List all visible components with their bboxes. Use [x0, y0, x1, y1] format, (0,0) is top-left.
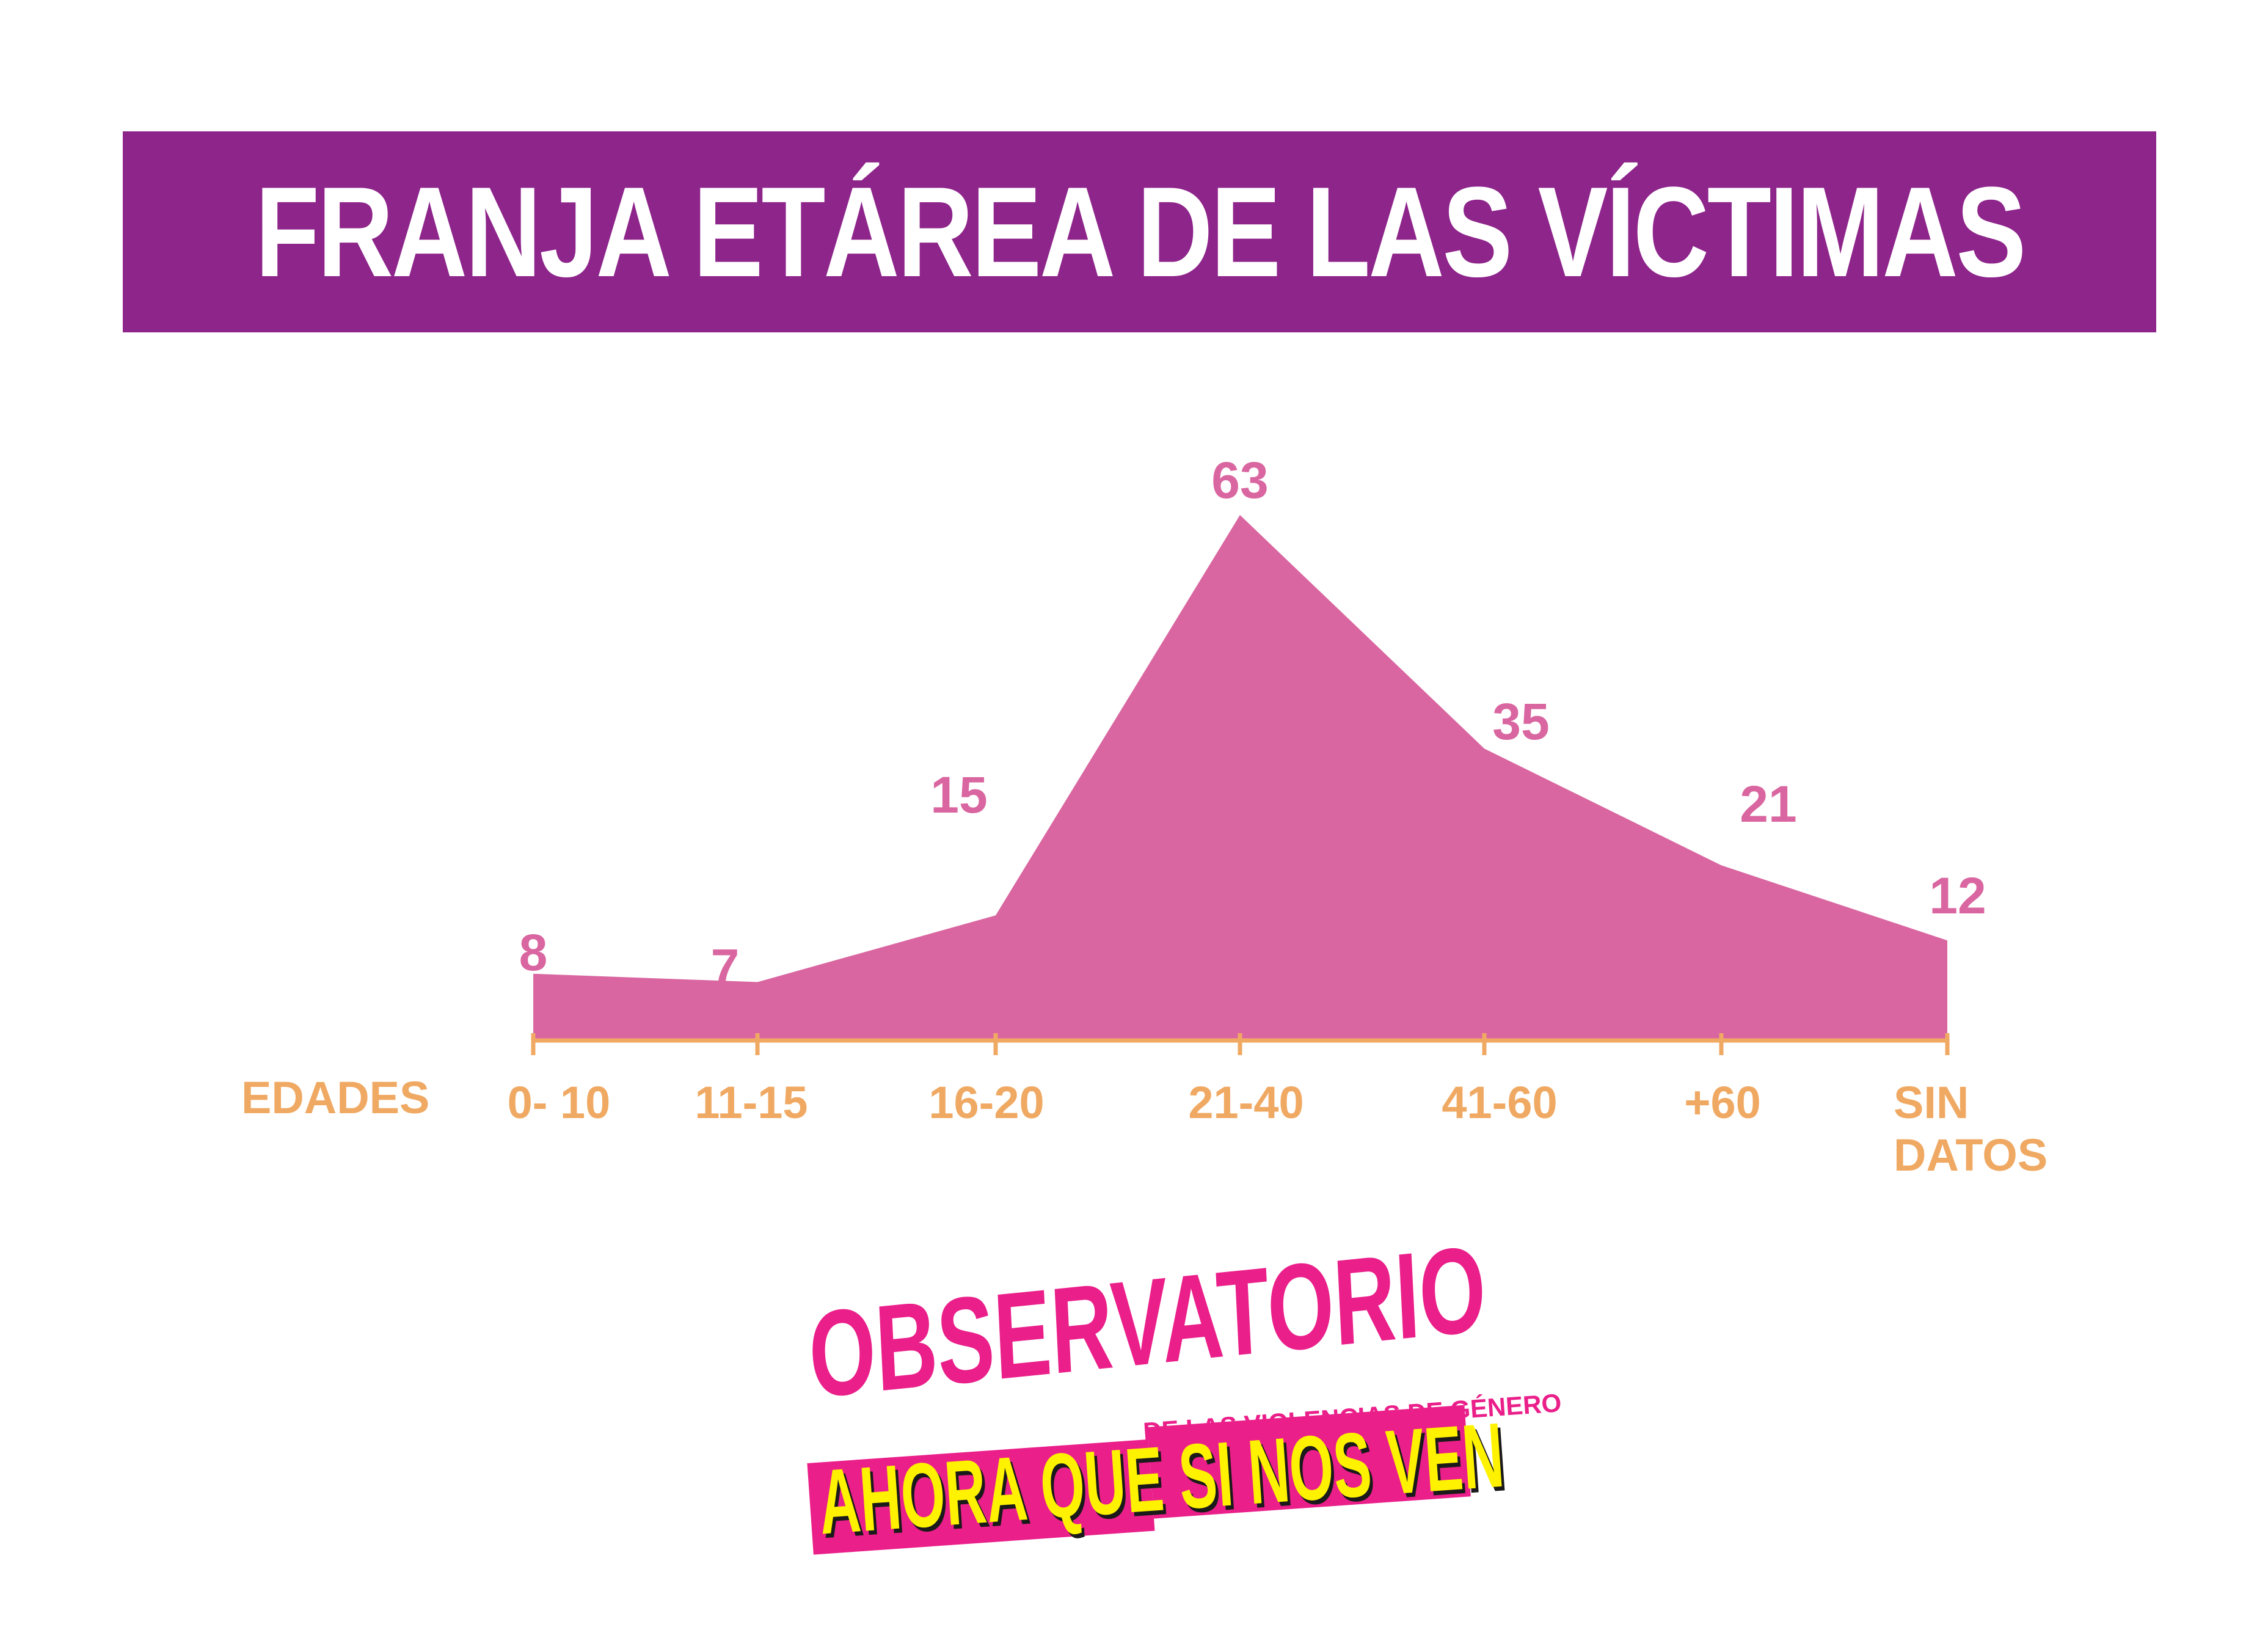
data-label: 8: [519, 924, 548, 981]
data-label: 35: [1492, 693, 1549, 750]
x-tick-label: 41-60: [1442, 1077, 1557, 1128]
page-title: FRANJA ETÁREA DE LAS VÍCTIMAS: [255, 159, 2026, 304]
x-tick-label: +60: [1684, 1077, 1761, 1128]
data-label: 21: [1740, 775, 1796, 833]
area-series: [533, 515, 1947, 1040]
data-label: 12: [1929, 867, 1986, 924]
logo-band-text: AHORA QUE SI NOS VEN: [815, 1403, 1508, 1554]
x-tick-label: 16-20: [928, 1077, 1044, 1128]
x-tick-label: 0- 10: [508, 1077, 611, 1128]
data-label: 63: [1211, 452, 1268, 509]
x-tick-label: 11-15: [695, 1077, 808, 1128]
data-label: 15: [930, 766, 987, 824]
title-banner: FRANJA ETÁREA DE LAS VÍCTIMAS: [123, 131, 2156, 332]
logo-band: AHORA QUE SI NOS VEN: [806, 1403, 1507, 1555]
x-tick-label: SIN DATOS: [1894, 1077, 2047, 1180]
x-axis-label: EDADES: [241, 1072, 429, 1123]
x-tick-label: 21-40: [1188, 1077, 1304, 1128]
data-label: 7: [711, 938, 740, 996]
observatorio-logo: OBSERVATORIO DE LAS VIOLENCIAS DE GÉNERO…: [794, 1220, 1562, 1576]
